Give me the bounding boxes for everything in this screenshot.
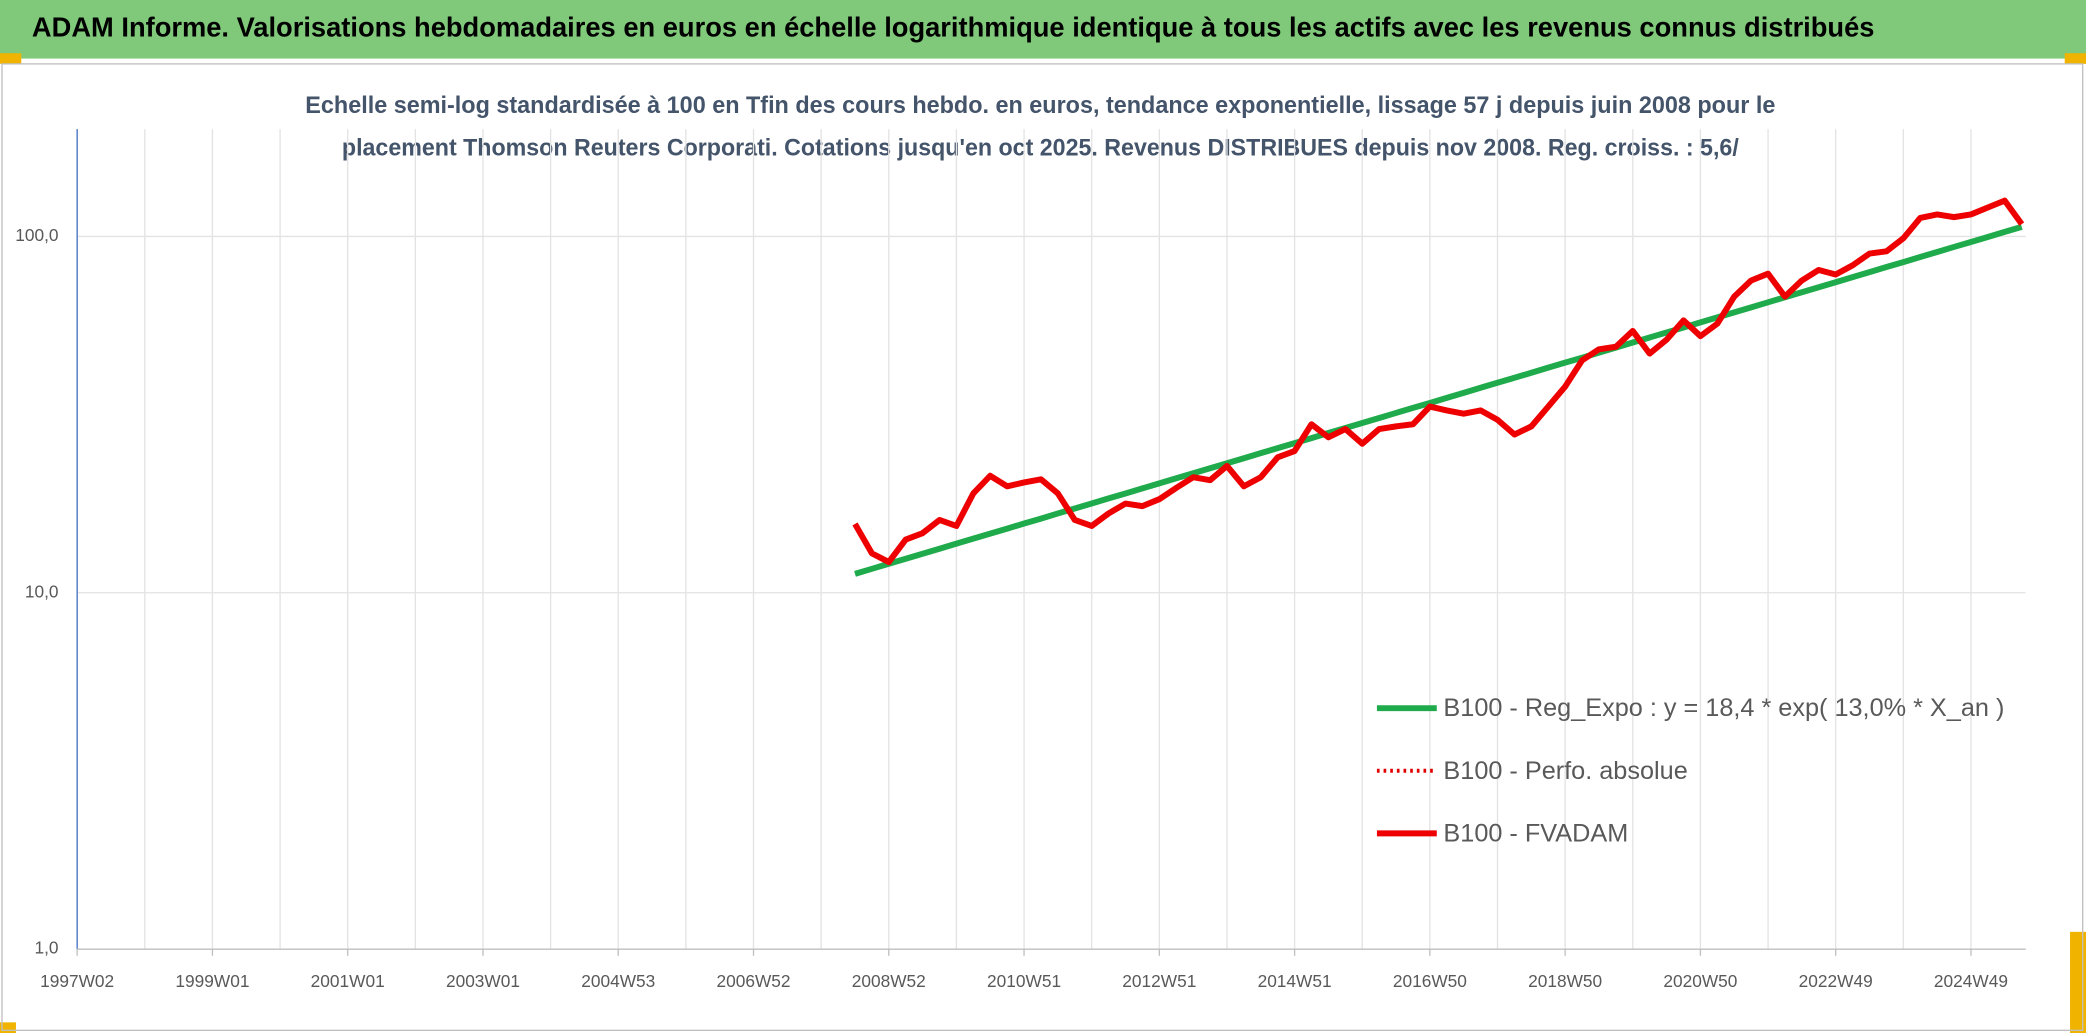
x-tick-label: 2004W53 — [581, 971, 655, 991]
x-tick-label: 2001W01 — [311, 971, 385, 991]
x-tick-label: 2022W49 — [1799, 971, 1873, 991]
x-tick-label: 2014W51 — [1258, 971, 1332, 991]
x-tick-label: 2012W51 — [1122, 971, 1196, 991]
x-tick-label: 1999W01 — [175, 971, 249, 991]
series-line — [852, 197, 2025, 566]
y-tick-label: 100,0 — [15, 225, 58, 245]
corner-left — [0, 53, 22, 64]
x-tick-label: 2010W51 — [987, 971, 1061, 991]
title-bar — [0, 0, 2086, 59]
legend-label: B100 - Reg_Expo : y = 18,4 * exp( 13,0% … — [1443, 694, 2004, 722]
x-tick-label: 2003W01 — [446, 971, 520, 991]
corner-right — [2064, 53, 2086, 64]
x-tick-label: 2016W50 — [1393, 971, 1467, 991]
chart-subtitle: Echelle semi-log standardisée à 100 en T… — [305, 92, 1775, 119]
y-tick-label: 10,0 — [25, 581, 59, 601]
chart-subtitle: placement Thomson Reuters Corporati. Cot… — [342, 134, 1739, 161]
plot-area: 1,0 10,0 100,0 1997W02 1999W01 2001W01 2003W01… — [15, 129, 2026, 991]
chart-title: ADAM Informe. Valorisations hebdomadaire… — [32, 12, 1875, 43]
legend-label: B100 - Perfo. absolue — [1443, 757, 1687, 785]
chart-border — [1, 63, 2084, 1032]
x-tick-label: 2018W50 — [1528, 971, 1602, 991]
x-tick-label: 2020W50 — [1663, 971, 1737, 991]
corner-bottom-left — [0, 1022, 16, 1033]
corner-bottom-right — [2070, 931, 2086, 1033]
legend-label: B100 - FVADAM — [1443, 819, 1628, 847]
y-tick-label: 1,0 — [34, 938, 58, 958]
x-tick-label: 1997W02 — [40, 971, 114, 991]
x-tick-label: 2006W52 — [717, 971, 791, 991]
x-tick-label: 2024W49 — [1934, 971, 2008, 991]
series-line — [854, 223, 2023, 577]
x-tick-label: 2008W52 — [852, 971, 926, 991]
